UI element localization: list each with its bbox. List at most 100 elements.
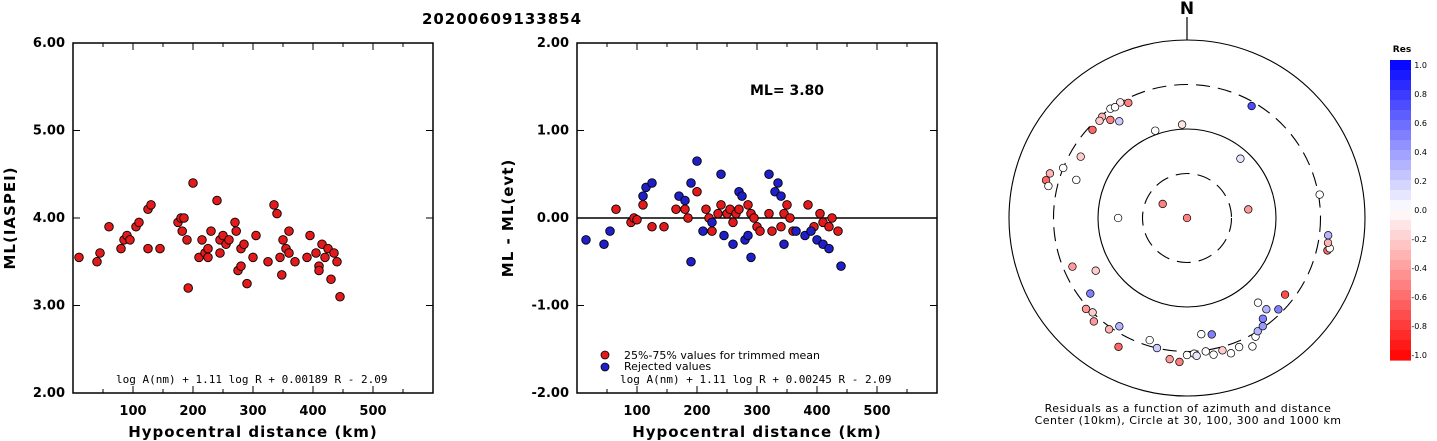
station-residual-point [1091, 266, 1100, 275]
colorbar-segment [1390, 90, 1411, 101]
legend-rejected-marker [600, 362, 610, 372]
map-caption-1: Residuals as a function of azimuth and d… [1045, 402, 1332, 415]
panel1-point [332, 257, 342, 267]
panel1-ylabel: ML(IASPEI) [1, 166, 19, 269]
panel2-point [836, 261, 846, 271]
colorbar-segment [1390, 290, 1411, 301]
station-residual-point [1182, 350, 1192, 360]
map-caption-2: Center (10km), Circle at 30, 100, 300 an… [1035, 414, 1342, 427]
panel2-point [734, 204, 744, 214]
panel1-point [203, 252, 213, 263]
station-residual-point [1072, 175, 1081, 185]
station-residual-point [1175, 357, 1184, 367]
panel1-point [182, 235, 192, 245]
panel2-point [680, 204, 690, 214]
panel2-point [767, 226, 777, 236]
panel2-ytick-label: 2.00 [537, 36, 569, 51]
panel1-point [203, 243, 213, 254]
panel2-point [803, 200, 813, 210]
distance-ring [1097, 128, 1277, 308]
panel1-xtick-label: 200 [179, 404, 206, 419]
station-residual-point [1045, 169, 1055, 178]
station-residual-point [1258, 322, 1267, 331]
station-residual-point [1209, 350, 1218, 359]
colorbar-label: -1.0 [1411, 351, 1427, 360]
panel2-point [638, 191, 648, 201]
panel1-point [177, 226, 187, 236]
panel2-point [728, 217, 738, 228]
legend-trimmed-marker [600, 350, 610, 360]
colorbar-label: -0.6 [1411, 293, 1427, 302]
panel1-point [183, 283, 193, 293]
panel2-point [749, 213, 759, 223]
colorbar-label: -0.2 [1411, 235, 1427, 244]
panel2-point [698, 226, 708, 236]
station-residual-point [1044, 181, 1053, 191]
station-residual-point [1226, 349, 1236, 358]
panel1-xtick-label: 100 [119, 404, 146, 419]
panel1-point [179, 213, 189, 223]
panel2-xtick-label: 300 [743, 404, 770, 419]
panel2-ylabel: ML - ML(evt) [499, 159, 517, 277]
colorbar-segment [1390, 240, 1411, 251]
panel1-point [335, 292, 345, 302]
panel2-ytick-label: 1.00 [537, 124, 569, 139]
panel2-xlabel: Hypocentral distance (km) [632, 423, 882, 441]
panel1-point [134, 217, 144, 228]
panel2-point [782, 200, 792, 210]
colorbar-segment [1390, 200, 1411, 211]
distance-ring [1141, 172, 1233, 264]
colorbar-segment [1390, 80, 1411, 91]
panel1-point [305, 230, 315, 241]
panel1-point [251, 230, 261, 241]
station-residual-point [1244, 205, 1253, 214]
panel1-xtick-label: 400 [299, 404, 326, 419]
panel2-ytick-label: 0.00 [537, 211, 569, 226]
panel1-xtick-label: 300 [239, 404, 266, 419]
colorbar-segment [1390, 130, 1411, 141]
panel1-ytick-label: 6.00 [33, 36, 65, 51]
colorbar-segment [1390, 70, 1411, 81]
station-residual-point [1274, 305, 1283, 314]
panel2-point [785, 213, 795, 223]
panel1-point [116, 243, 126, 254]
panel1-point [215, 248, 225, 258]
panel2-point [632, 214, 642, 225]
panel2-xtick-label: 500 [863, 404, 890, 419]
colorbar-segment [1390, 60, 1411, 71]
colorbar-label: 0.6 [1414, 119, 1427, 128]
colorbar-segment [1390, 220, 1411, 231]
colorbar-segment [1390, 280, 1411, 291]
colorbar-segment [1390, 270, 1411, 281]
ml-distance-panel: ML(IASPEI) Hypocentral distance (km) log… [1, 36, 434, 441]
panel1-point [302, 252, 312, 263]
station-residual-point [1110, 103, 1120, 112]
station-residual-point [1248, 342, 1257, 351]
ml-residual-panel: ML - ML(evt) Hypocentral distance (km) M… [499, 36, 938, 441]
panel1-point [146, 200, 156, 210]
station-residual-point [1253, 327, 1262, 336]
station-residual-point [1165, 355, 1174, 364]
station-residual-point [1158, 199, 1167, 209]
station-residual-point [1059, 163, 1068, 173]
panel2-point [815, 208, 825, 219]
panel2-point [755, 226, 765, 236]
station-residual-point [1236, 154, 1245, 163]
panel1-point [329, 248, 339, 258]
panel2-point [599, 239, 609, 249]
panel1-point [314, 265, 324, 276]
colorbar-title: Res [1393, 45, 1411, 55]
colorbar-segment [1390, 260, 1411, 271]
panel2-point [779, 239, 789, 249]
colorbar-segment [1390, 110, 1411, 121]
panel1-point [188, 178, 198, 188]
station-residual-point [1124, 98, 1133, 108]
panel2-formula: log A(nm) + 1.11 log R + 0.00245 R - 2.0… [620, 373, 892, 386]
panel1-point [104, 221, 114, 232]
panel2-xtick-label: 100 [623, 404, 650, 419]
panel2-point [707, 226, 717, 236]
panel1-point [269, 200, 279, 210]
panel2-point [692, 186, 702, 197]
station-residual-point [1089, 317, 1099, 326]
panel2-point [827, 213, 837, 223]
